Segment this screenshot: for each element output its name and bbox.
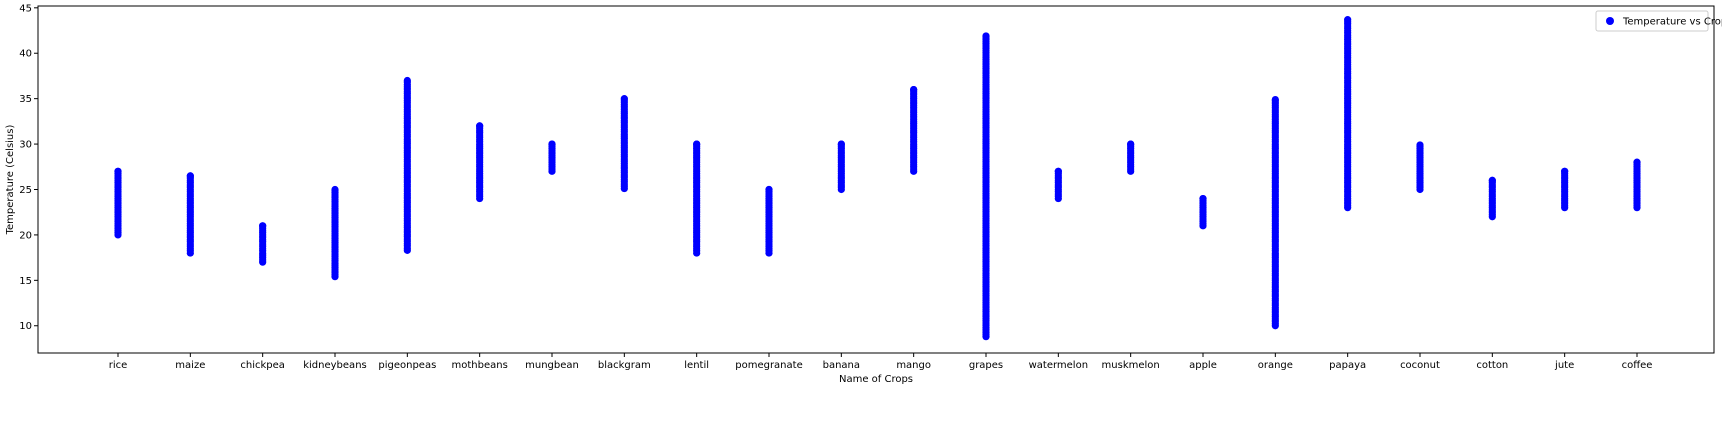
- crop-points-apple: [1199, 194, 1207, 230]
- x-tick-label-watermelon: watermelon: [1029, 360, 1088, 371]
- x-axis: rice maize chickpea kidneybeans pigeonpeas mo…: [109, 353, 1653, 371]
- data-point: [693, 140, 701, 148]
- data-point: [403, 76, 411, 85]
- x-tick-label-coconut: coconut: [1400, 360, 1440, 371]
- x-tick-label-cotton: cotton: [1476, 360, 1508, 371]
- data-point: [331, 185, 339, 194]
- y-tick-label: 25: [19, 185, 32, 196]
- crop-points-mango: [910, 85, 918, 175]
- crop-points-pomegranate: [765, 185, 773, 257]
- crop-points-watermelon: [1054, 167, 1062, 203]
- x-tick-label-maize: maize: [175, 360, 205, 371]
- legend-box: [1595, 10, 1709, 32]
- crop-points-banana: [837, 140, 845, 194]
- x-tick-label-pomegranate: pomegranate: [735, 360, 803, 371]
- crop-points-cotton: [1488, 176, 1496, 221]
- y-tick-label: 10: [19, 321, 32, 332]
- crop-points-chickpea: [259, 222, 267, 266]
- crop-points-orange: [1271, 95, 1279, 330]
- legend: Temperature vs Crop: [1595, 10, 1722, 32]
- data-point: [982, 32, 990, 40]
- crop-points-blackgram: [620, 95, 628, 193]
- crop-points-grapes: [982, 32, 990, 341]
- y-axis-title: Temperature (Celsius): [5, 125, 16, 236]
- x-tick-label-mothbeans: mothbeans: [452, 360, 508, 371]
- y-tick-label: 30: [19, 140, 32, 151]
- data-point: [1127, 140, 1135, 148]
- y-tick-label: 45: [19, 3, 32, 14]
- x-tick-label-coffee: coffee: [1622, 360, 1653, 371]
- x-tick-label-mango: mango: [896, 360, 931, 371]
- legend-label: Temperature vs Crop: [1622, 17, 1722, 28]
- crop-points-pigeonpeas: [403, 76, 411, 254]
- y-tick-label: 40: [19, 49, 32, 60]
- data-point: [1054, 167, 1062, 175]
- x-axis-title: Name of Crops: [839, 374, 913, 385]
- data-point: [1633, 158, 1641, 166]
- data-point: [1199, 194, 1207, 203]
- crop-points-mungbean: [548, 140, 556, 175]
- x-tick-label-pigeonpeas: pigeonpeas: [378, 360, 436, 371]
- data-point: [548, 140, 556, 148]
- data-point: [1488, 176, 1496, 185]
- x-tick-label-lentil: lentil: [684, 360, 709, 371]
- y-tick-label: 35: [19, 94, 32, 105]
- x-tick-label-apple: apple: [1189, 360, 1217, 371]
- data-point: [1561, 167, 1569, 175]
- legend-marker: [1606, 17, 1614, 25]
- x-tick-label-chickpea: chickpea: [240, 360, 285, 371]
- plot-frame: [37, 5, 1715, 354]
- crop-points-mothbeans: [476, 122, 484, 203]
- crop-points-coconut: [1416, 141, 1424, 194]
- x-tick-label-rice: rice: [109, 360, 128, 371]
- x-tick-label-jute: jute: [1554, 360, 1574, 371]
- data-point: [114, 167, 122, 175]
- x-tick-label-muskmelon: muskmelon: [1102, 360, 1160, 371]
- data-points: [114, 16, 1641, 341]
- data-point: [620, 95, 628, 103]
- data-point: [1271, 95, 1279, 104]
- x-tick-label-kidneybeans: kidneybeans: [303, 360, 367, 371]
- crop-points-muskmelon: [1127, 140, 1135, 175]
- crop-points-papaya: [1344, 16, 1352, 212]
- data-point: [186, 172, 194, 180]
- crop-points-jute: [1561, 167, 1569, 212]
- x-tick-label-mungbean: mungbean: [525, 360, 579, 371]
- x-tick-label-grapes: grapes: [969, 360, 1003, 371]
- data-point: [910, 85, 918, 94]
- x-tick-label-banana: banana: [823, 360, 860, 371]
- x-tick-label-orange: orange: [1258, 360, 1293, 371]
- data-point: [837, 140, 845, 148]
- crop-points-kidneybeans: [331, 185, 339, 281]
- crop-points-coffee: [1633, 158, 1641, 212]
- data-point: [259, 222, 267, 230]
- crop-points-lentil: [693, 140, 701, 257]
- x-tick-label-papaya: papaya: [1329, 360, 1366, 371]
- data-point: [765, 185, 773, 194]
- crop-points-maize: [186, 172, 194, 257]
- y-tick-label: 20: [19, 230, 32, 241]
- y-axis: 10 15 20 25 30 35 40 45: [19, 3, 38, 332]
- y-tick-label: 15: [19, 276, 32, 287]
- crop-points-rice: [114, 167, 122, 239]
- data-point: [476, 122, 484, 130]
- data-point: [1344, 16, 1352, 24]
- x-tick-label-blackgram: blackgram: [598, 360, 651, 371]
- data-point: [1416, 141, 1424, 149]
